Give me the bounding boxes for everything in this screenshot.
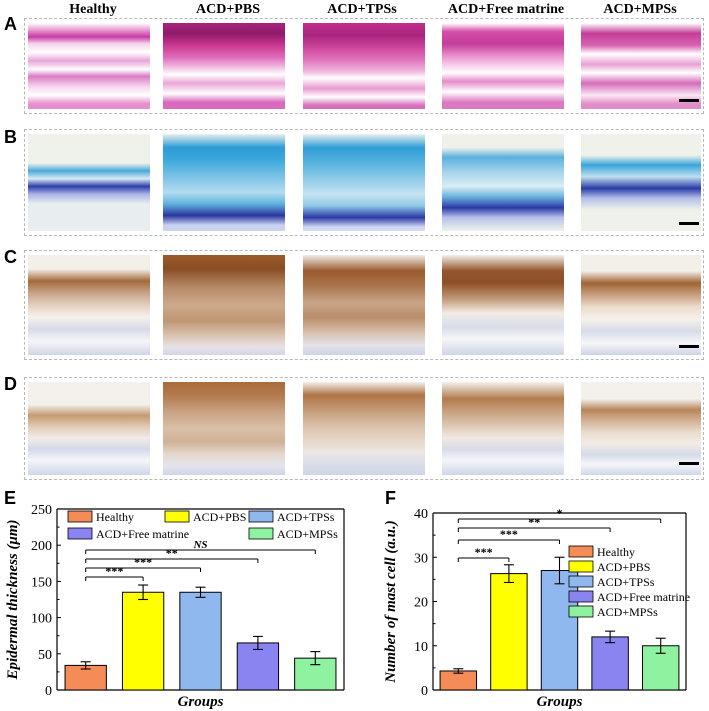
chart-e-legend-swatch-3: [67, 527, 93, 540]
he-tile-healthy: [28, 23, 150, 109]
chart-f-legend-label-0: Healthy: [597, 545, 635, 559]
column-title-healthy: Healthy: [69, 2, 117, 17]
bar-chart-epidermal-thickness: 050100150200250********NSGroupsEpidermal…: [5, 503, 345, 710]
ihc-stain-row-d: [24, 377, 704, 480]
chart-f-legend-swatch-4: [568, 605, 594, 618]
chart-f-y-tick-label: 10: [414, 640, 428, 655]
panel-letter-a: A: [4, 14, 17, 34]
chart-f-legend-swatch-0: [568, 545, 594, 558]
ihc-c-tile-healthy: [28, 255, 150, 355]
chart-f-legend-swatch-1: [568, 560, 594, 573]
ihc-stain-row-c: [24, 250, 704, 360]
chart-e-legend-swatch-0: [67, 510, 93, 523]
ihc-c-tile-acd-tpss: [303, 255, 425, 355]
chart-e-y-axis-title: Epidermal thickness (μm): [5, 519, 21, 680]
chart-e-legend-swatch-2: [248, 510, 274, 523]
column-title-acd-mpss: ACD+MPSs: [603, 2, 677, 17]
chart-e-y-tick-label: 100: [31, 612, 52, 627]
chart-e-legend-label-4: ACD+MPSs: [277, 527, 338, 541]
toluidine-tile-acd-free-matrine: [442, 134, 564, 231]
chart-e-significance-label: ***: [134, 555, 152, 569]
chart-e-legend-label-2: ACD+TPSs: [277, 510, 335, 524]
he-tile-acd-tpss: [303, 23, 425, 109]
chart-e-y-tick-label: 0: [45, 684, 52, 699]
chart-e-significance-label: ***: [105, 564, 123, 578]
chart-f-y-axis-title: Number of mast cell (a.u.): [383, 520, 399, 684]
ihc-d-tile-acd-pbs: [163, 382, 285, 475]
chart-f-y-tick-label: 20: [414, 596, 428, 611]
he-tile-acd-mpss: [581, 23, 701, 109]
he-stain-row: [24, 18, 704, 114]
chart-f-legend-swatch-2: [568, 575, 594, 588]
ihc-c-tile-acd-free-matrine: [442, 255, 564, 355]
panel-letter-f: F: [385, 488, 396, 508]
he-tile-acd-pbs: [163, 23, 285, 109]
column-title-acd-pbs: ACD+PBS: [196, 2, 260, 17]
toluidine-tile-healthy: [28, 134, 150, 231]
toluidine-tile-acd-pbs: [163, 134, 285, 231]
scale-bar: [679, 462, 699, 465]
column-title-acd-free-matrine: ACD+Free matrine: [447, 2, 565, 17]
chart-e-legend-label-0: Healthy: [96, 510, 134, 524]
chart-f-bar-1: [490, 573, 528, 691]
he-tile-acd-free-matrine: [442, 23, 564, 109]
chart-e-bar-1: [121, 591, 165, 691]
scale-bar: [679, 99, 699, 102]
panel-letter-e: E: [4, 488, 17, 508]
chart-f-legend-swatch-3: [568, 590, 594, 603]
toluidine-tile-acd-mpss: [581, 134, 701, 231]
chart-e-y-tick-label: 50: [38, 648, 52, 663]
ihc-d-tile-healthy: [28, 382, 150, 475]
chart-e-legend-label-1: ACD+PBS: [193, 510, 246, 524]
chart-f-legend-label-4: ACD+MPSs: [597, 605, 658, 619]
ihc-d-tile-acd-free-matrine: [442, 382, 564, 475]
chart-f-significance-label: **: [528, 515, 540, 529]
column-title-acd-tpss: ACD+TPSs: [327, 2, 397, 17]
chart-e-y-tick-label: 250: [31, 503, 52, 518]
chart-e-legend-swatch-4: [248, 527, 274, 540]
ihc-c-tile-acd-mpss: [581, 255, 701, 355]
chart-e-y-tick-label: 150: [31, 575, 52, 590]
chart-f-x-axis-title: Groups: [537, 694, 583, 710]
chart-f-significance-label: ***: [475, 545, 493, 559]
chart-f-legend-label-3: ACD+Free matrine: [597, 590, 690, 604]
chart-e-bar-2: [179, 591, 222, 691]
chart-e-bar-3: [236, 642, 280, 691]
panel-letter-c: C: [4, 247, 17, 267]
chart-e-y-tick-label: 200: [31, 539, 52, 554]
chart-f-bar-0: [439, 670, 478, 691]
panel-letter-b: B: [4, 127, 17, 147]
chart-f-legend-label-2: ACD+TPSs: [597, 575, 655, 589]
chart-f-y-tick-label: 0: [421, 684, 428, 699]
ihc-d-tile-acd-tpss: [303, 382, 425, 475]
chart-e-legend-swatch-1: [164, 510, 190, 523]
chart-e-significance-label: NS: [192, 539, 207, 551]
ihc-c-tile-acd-pbs: [163, 255, 285, 355]
chart-f-bar-2: [540, 570, 579, 691]
chart-f-y-tick-label: 30: [414, 551, 428, 566]
chart-f-significance-label: ***: [500, 527, 518, 541]
ihc-d-tile-acd-mpss: [581, 382, 701, 475]
scale-bar: [679, 222, 699, 225]
chart-f-significance-label: *: [557, 506, 563, 520]
chart-e-x-axis-title: Groups: [178, 694, 224, 710]
chart-f-y-tick-label: 40: [414, 507, 428, 522]
chart-f-legend-label-1: ACD+PBS: [597, 560, 650, 574]
scale-bar: [679, 345, 699, 348]
toluidine-stain-row: [24, 129, 704, 236]
chart-f-bar-3: [591, 636, 629, 691]
toluidine-tile-acd-tpss: [303, 134, 425, 231]
chart-e-legend-label-3: ACD+Free matrine: [96, 527, 189, 541]
panel-letter-d: D: [4, 374, 17, 394]
chart-e-significance-label: **: [166, 546, 178, 560]
